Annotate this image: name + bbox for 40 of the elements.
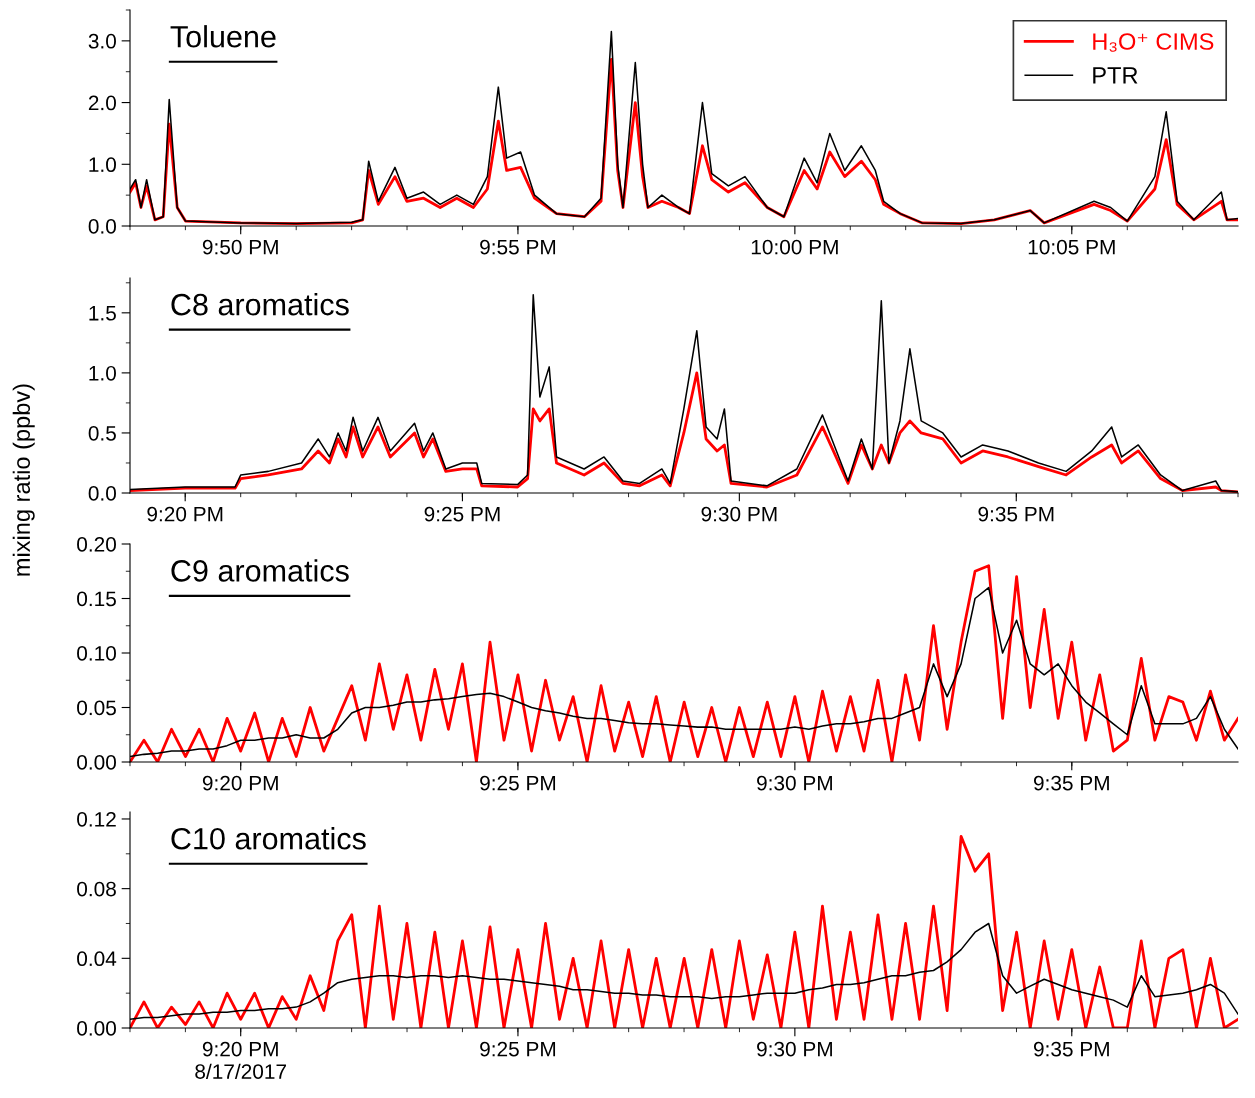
x-tick-label: 9:50 PM bbox=[202, 239, 278, 255]
y-tick-label: 0.05 bbox=[77, 700, 116, 716]
y-tick-label: 0.0 bbox=[88, 219, 116, 234]
x-tick-label: 9:20 PM bbox=[202, 775, 278, 791]
y-tick-label: 1.5 bbox=[89, 306, 116, 321]
x-tick-label: 9:30 PM bbox=[701, 506, 777, 522]
x-tick-label: 9:55 PM bbox=[480, 239, 556, 255]
legend-label: H₃O⁺ CIMS bbox=[1093, 33, 1214, 52]
chart-title: C9 aromatics bbox=[171, 559, 349, 582]
x-tick-label: 9:30 PM bbox=[757, 1041, 832, 1057]
y-tick-label: 2.0 bbox=[88, 95, 116, 111]
y-tick-label: 0.0 bbox=[88, 486, 116, 501]
chart-title: C8 aromatics bbox=[171, 293, 349, 316]
y-tick-label: 0.08 bbox=[77, 881, 116, 897]
chart-title: Toluene bbox=[170, 25, 276, 48]
x-tick-label: 9:20 PM 8/17/2017 bbox=[195, 1041, 286, 1079]
y-tick-label: 0.04 bbox=[77, 951, 117, 967]
x-tick-label: 9:35 PM bbox=[978, 506, 1054, 522]
x-tick-label: 10:00 PM bbox=[751, 239, 838, 255]
y-tick-label: 0.12 bbox=[77, 811, 116, 827]
y-axis-title: mixing ratio (ppbv) bbox=[12, 384, 35, 576]
y-tick-label: 0.00 bbox=[77, 755, 116, 770]
legend-label: PTR bbox=[1093, 67, 1138, 84]
y-tick-label: 1.0 bbox=[89, 157, 116, 173]
y-tick-label: 0.20 bbox=[77, 537, 116, 552]
x-tick-label: 9:35 PM bbox=[1033, 775, 1109, 791]
chart-title: C10 aromatics bbox=[171, 827, 366, 850]
x-tick-label: 9:25 PM bbox=[424, 506, 500, 522]
y-tick-label: 0.10 bbox=[77, 646, 116, 661]
y-tick-label: 1.0 bbox=[89, 365, 116, 381]
x-tick-label: 9:25 PM bbox=[480, 1041, 556, 1057]
x-tick-label: 9:35 PM bbox=[1033, 1041, 1109, 1057]
x-tick-label: 9:20 PM bbox=[147, 506, 223, 522]
y-tick-label: 0.5 bbox=[88, 425, 116, 441]
x-tick-label: 9:30 PM bbox=[757, 775, 832, 791]
x-tick-label: 9:25 PM bbox=[480, 775, 556, 791]
y-tick-label: 0.15 bbox=[77, 591, 116, 607]
y-tick-label: 3.0 bbox=[88, 33, 116, 49]
y-tick-label: 0.00 bbox=[77, 1021, 116, 1036]
x-tick-label: 10:05 PM bbox=[1028, 239, 1115, 255]
